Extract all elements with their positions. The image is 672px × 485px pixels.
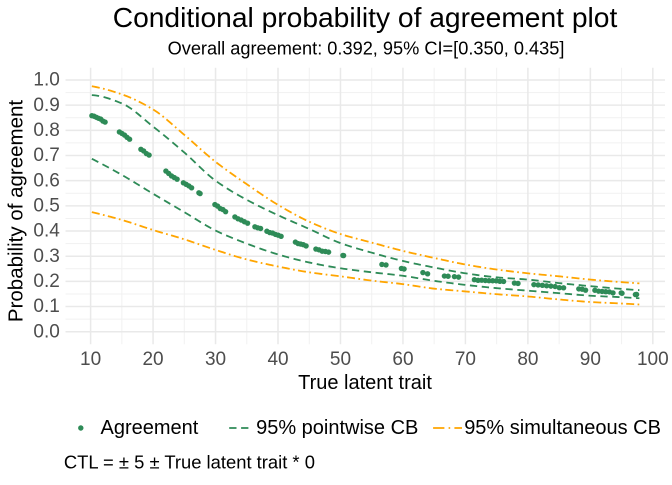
svg-text:Probability of agreement: Probability of agreement <box>4 100 27 323</box>
svg-text:0.4: 0.4 <box>33 221 60 242</box>
svg-text:50: 50 <box>330 349 351 370</box>
svg-text:90: 90 <box>580 349 601 370</box>
svg-text:30: 30 <box>205 349 226 370</box>
svg-text:0.2: 0.2 <box>33 271 59 292</box>
svg-text:Overall agreement: 0.392, 95%: Overall agreement: 0.392, 95% CI=[0.350,… <box>168 39 565 59</box>
svg-text:0.5: 0.5 <box>33 195 59 216</box>
svg-text:95% simultaneous CB: 95% simultaneous CB <box>464 417 661 439</box>
svg-text:60: 60 <box>392 349 413 370</box>
svg-text:70: 70 <box>455 349 476 370</box>
svg-text:Agreement: Agreement <box>101 417 199 439</box>
svg-text:0.0: 0.0 <box>33 321 59 342</box>
svg-text:80: 80 <box>517 349 538 370</box>
svg-text:True latent trait: True latent trait <box>298 372 432 394</box>
svg-text:1.0: 1.0 <box>33 70 59 91</box>
svg-text:0.1: 0.1 <box>33 296 59 317</box>
svg-text:Conditional probability of agr: Conditional probability of agreement plo… <box>113 1 618 33</box>
svg-text:95% pointwise CB: 95% pointwise CB <box>256 417 418 439</box>
svg-text:0.7: 0.7 <box>33 145 59 166</box>
svg-text:0.9: 0.9 <box>33 95 59 116</box>
svg-text:20: 20 <box>142 349 163 370</box>
svg-text:0.8: 0.8 <box>33 120 59 141</box>
svg-text:100: 100 <box>637 349 669 370</box>
svg-text:CTL = ± 5 ± True latent trait: CTL = ± 5 ± True latent trait * 0 <box>64 451 315 472</box>
svg-text:0.6: 0.6 <box>33 170 59 191</box>
svg-text:0.3: 0.3 <box>33 246 59 267</box>
svg-text:10: 10 <box>80 349 101 370</box>
svg-text:40: 40 <box>267 349 288 370</box>
